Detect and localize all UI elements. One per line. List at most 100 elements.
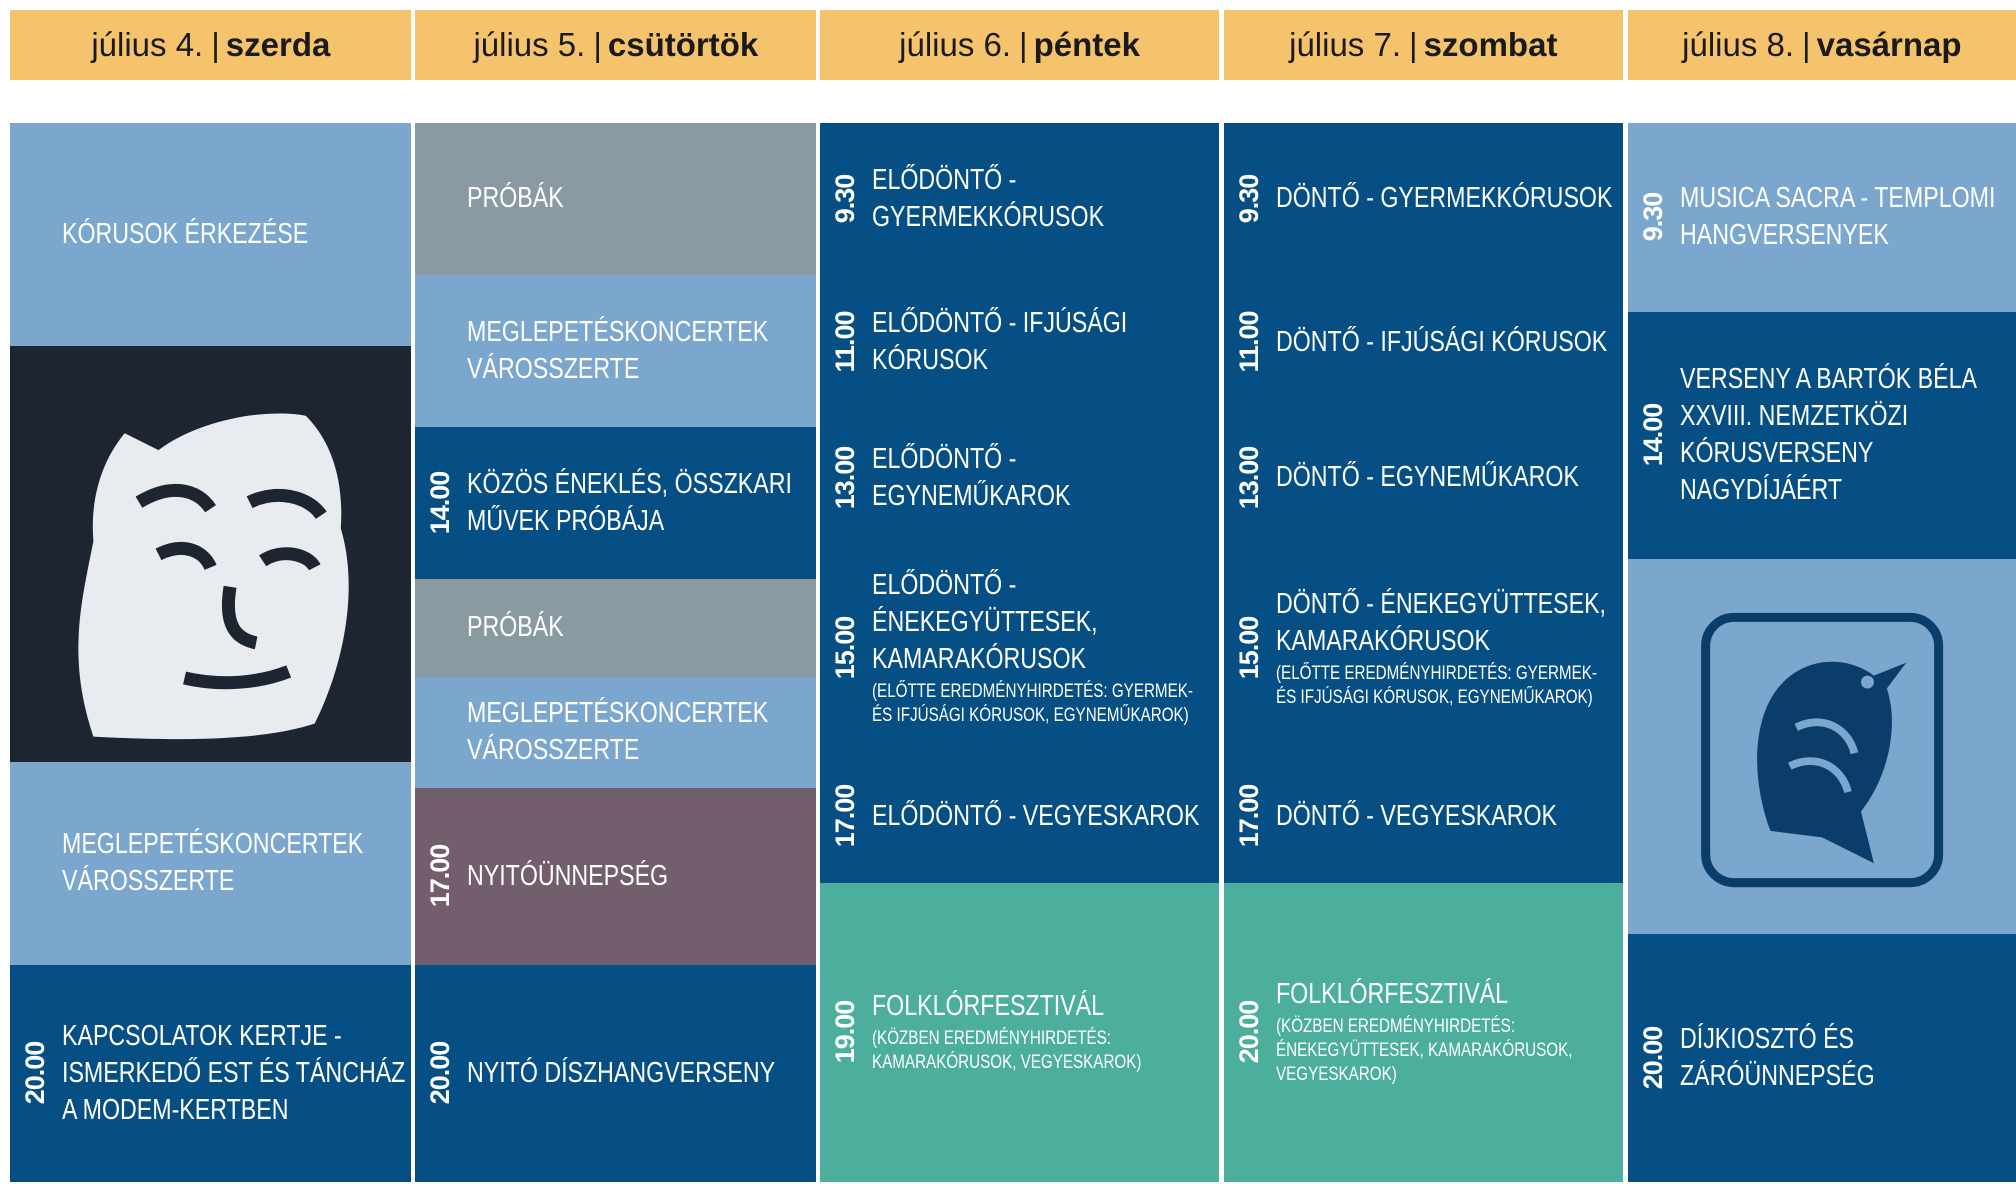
event-text: PRÓBÁK [467,123,812,274]
event-text: FOLKLÓRFESZTIVÁL (KÖZBEN EREDMÉNYHIRDETÉS… [872,883,1215,1182]
event-text: DÖNTŐ - VEGYESKAROK [1276,750,1619,882]
event-time: 15.00 [830,616,861,680]
event-block: KÖZÖS ÉNEKLÉS, ÖSSZKARI MŰVEK PRÓBÁJA 14.… [415,427,817,580]
event-title: MUSICA SACRA - TEMPLOMI HANGVERSENYEK [1679,182,1996,252]
event-text: NYITÓÜNNEPSÉG [467,788,812,965]
event-time: 15.00 [1234,616,1264,680]
day-header: július 4. | szerda [10,10,412,80]
event-block: MEGLEPETÉSKONCERTEK VÁROSSZERTE [10,761,412,966]
event-title: MEGLEPETÉSKONCERTEK VÁROSSZERTE [62,828,364,898]
event-text: MEGLEPETÉSKONCERTEK VÁROSSZERTE [467,275,812,428]
event-title: FOLKLÓRFESZTIVÁL [1276,978,1509,1011]
event-block: KÓRUSOK ÉRKEZÉSE [10,123,412,348]
day-weekday: csütörtök [607,25,759,63]
day-weekday: vasárnap [1816,25,1962,63]
event-time: 11.00 [1234,311,1264,374]
event-text: NYITÓ DÍSZHANGVERSENY [467,965,812,1182]
event-text: KÓRUSOK ÉRKEZÉSE [62,123,407,346]
event-block: DÖNTŐ - VEGYESKAROK 17.00 [1224,750,1623,884]
event-block: MUSICA SACRA - TEMPLOMI HANGVERSENYEK 9.3… [1627,123,2016,313]
event-block: ELŐDÖNTŐ - VEGYESKAROK 17.00 [820,750,1219,884]
event-block: KAPCSOLATOK KERTJE - ISMERKEDŐ EST ÉS TÁ… [10,964,412,1183]
event-text: MUSICA SACRA - TEMPLOMI HANGVERSENYEK [1680,123,2012,312]
event-time: 13.00 [830,446,861,510]
bird-logo [1700,613,1943,888]
portrait [78,380,349,740]
event-block: DÍJKIOSZTÓ ÉS ZÁRÓÜNNEPSÉG 20.00 [1627,933,2016,1183]
event-title: FOLKLÓRFESZTIVÁL [872,990,1105,1023]
event-title: KAPCSOLATOK KERTJE - ISMERKEDŐ EST ÉS TÁ… [62,1019,406,1126]
event-text: KÖZÖS ÉNEKLÉS, ÖSSZKARI MŰVEK PRÓBÁJA [467,427,812,578]
event-time: 17.00 [830,785,861,848]
event-title: KÓRUSOK ÉRKEZÉSE [62,218,309,251]
event-time: 19.00 [830,1000,861,1064]
event-text: DÖNTŐ - IFJÚSÁGI KÓRUSOK [1276,275,1619,411]
event-time: 20.00 [1637,1026,1668,1089]
event-title: DÍJKIOSZTÓ ÉS ZÁRÓÜNNEPSÉG [1679,1022,1875,1092]
event-time: 14.00 [1637,404,1668,467]
separator: | [1409,25,1418,63]
day-weekday: szombat [1423,25,1558,63]
event-title: ELŐDÖNTŐ - ÉNEKEGYÜTTESEK, KAMARAKÓRUSOK [872,569,1098,676]
separator: | [1019,25,1028,63]
event-time: 20.00 [425,1041,456,1105]
day-weekday: szerda [225,25,331,63]
event-text: DÍJKIOSZTÓ ÉS ZÁRÓÜNNEPSÉG [1680,934,2012,1182]
event-note: (ELŐTTE EREDMÉNYHIRDETÉS: GYERMEK- ÉS IF… [1276,662,1597,708]
event-block: MEGLEPETÉSKONCERTEK VÁROSSZERTE [415,677,817,789]
event-title: DÖNTŐ - EGYNEMŰKAROK [1276,461,1579,494]
day-date: július 5. [473,25,586,63]
event-title: PRÓBÁK [467,611,564,644]
event-text: DÖNTŐ - EGYNEMŰKAROK [1276,410,1619,545]
day-date: július 4. [91,25,204,63]
event-time: 14.00 [425,471,456,535]
event-block: FOLKLÓRFESZTIVÁL (KÖZBEN EREDMÉNYHIRDETÉS… [1224,882,1623,1183]
event-title: PRÓBÁK [467,182,564,215]
event-title: DÖNTŐ - IFJÚSÁGI KÓRUSOK [1276,325,1608,358]
separator: | [211,25,220,63]
event-block: VERSENY A BARTÓK BÉLA XXVIII. NEMZETKÖZI… [1627,311,2016,561]
event-block: NYITÓÜNNEPSÉG 17.00 [415,787,817,966]
event-title: ELŐDÖNTŐ - EGYNEMŰKAROK [872,442,1071,512]
event-time: 13.00 [1234,446,1264,510]
event-title: DÖNTŐ - VEGYESKAROK [1276,799,1558,832]
event-block: PRÓBÁK [415,123,817,276]
event-text: KAPCSOLATOK KERTJE - ISMERKEDŐ EST ÉS TÁ… [62,965,407,1182]
event-block: ELŐDÖNTŐ - ÉNEKEGYÜTTESEK, KAMARAKÓRUSOK… [820,545,1219,752]
day-date: július 7. [1289,25,1401,63]
event-block: ELŐDÖNTŐ - GYERMEKKÓRUSOK 9.30 [820,123,1219,276]
event-text: FOLKLÓRFESZTIVÁL (KÖZBEN EREDMÉNYHIRDETÉS… [1276,883,1619,1182]
event-text: MEGLEPETÉSKONCERTEK VÁROSSZERTE [62,762,407,965]
event-title: NYITÓÜNNEPSÉG [467,859,669,892]
event-block: ELŐDÖNTŐ - IFJÚSÁGI KÓRUSOK 11.00 [820,274,1219,412]
day-date: július 6. [899,25,1012,63]
event-block: DÖNTŐ - IFJÚSÁGI KÓRUSOK 11.00 [1224,274,1623,412]
event-note: (ELŐTTE EREDMÉNYHIRDETÉS: GYERMEK- ÉS IF… [872,681,1194,727]
day-header: július 5. | csütörtök [415,10,817,80]
event-text: VERSENY A BARTÓK BÉLA XXVIII. NEMZETKÖZI… [1680,312,2012,560]
day-date: július 8. [1682,25,1795,63]
event-text: ELŐDÖNTŐ - GYERMEKKÓRUSOK [872,123,1215,274]
event-block: DÖNTŐ - ÉNEKEGYÜTTESEK, KAMARAKÓRUSOK (EL… [1224,545,1623,752]
event-text: ELŐDÖNTŐ - VEGYESKAROK [872,750,1215,882]
event-text: MEGLEPETÉSKONCERTEK VÁROSSZERTE [467,677,812,787]
separator: | [1802,25,1811,63]
event-time: 11.00 [830,311,861,374]
event-title: DÖNTŐ - ÉNEKEGYÜTTESEK, KAMARAKÓRUSOK [1276,587,1606,657]
event-note: (KÖZBEN EREDMÉNYHIRDETÉS: KAMARAKÓRUSOK,… [872,1028,1142,1074]
event-text: DÖNTŐ - ÉNEKEGYÜTTESEK, KAMARAKÓRUSOK (EL… [1276,545,1619,750]
event-title: MEGLEPETÉSKONCERTEK VÁROSSZERTE [467,315,769,385]
event-block: PRÓBÁK [415,578,817,679]
image-block [1627,559,2016,935]
event-block: DÖNTŐ - GYERMEKKÓRUSOK 9.30 [1224,123,1623,276]
event-title: VERSENY A BARTÓK BÉLA XXVIII. NEMZETKÖZI… [1679,363,1976,507]
day-header: július 7. | szombat [1224,10,1623,80]
image-block [10,346,412,763]
event-title: DÖNTŐ - GYERMEKKÓRUSOK [1276,182,1613,215]
event-note: (KÖZBEN EREDMÉNYHIRDETÉS: ÉNEKEGYÜTTESEK… [1276,1016,1573,1086]
event-time: 17.00 [1234,785,1264,848]
day-header: július 8. | vasárnap [1627,10,2016,80]
event-block: MEGLEPETÉSKONCERTEK VÁROSSZERTE [415,274,817,429]
event-title: ELŐDÖNTŐ - GYERMEKKÓRUSOK [872,163,1105,233]
